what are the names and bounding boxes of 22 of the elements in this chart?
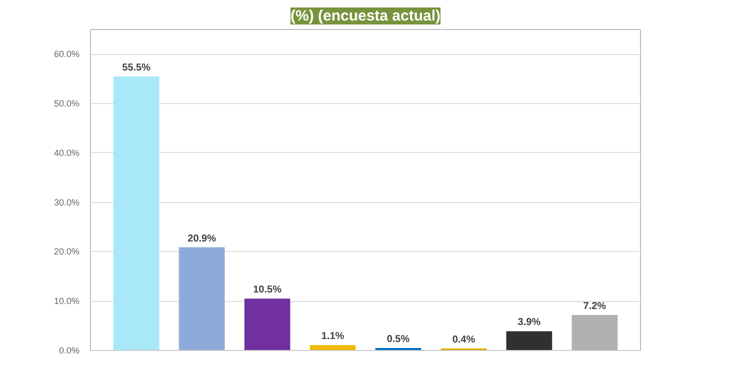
y-tick-label: 20.0% <box>54 246 80 257</box>
bar <box>572 314 618 350</box>
data-label: 7.2% <box>583 300 606 312</box>
chart-title: (%) (encuesta actual) <box>290 8 441 24</box>
bar <box>310 345 356 350</box>
y-tick-label: 40.0% <box>54 148 80 158</box>
data-label: 0.4% <box>452 334 476 346</box>
y-tick-label: 50.0% <box>54 98 80 109</box>
data-label: 0.5% <box>386 334 410 346</box>
y-tick-label: 60.0% <box>54 49 80 60</box>
bar <box>506 331 552 350</box>
data-label: 55.5% <box>122 62 151 74</box>
bar <box>113 76 160 350</box>
data-label: 20.9% <box>188 233 216 244</box>
data-label: 1.1% <box>321 331 344 342</box>
bar <box>178 247 225 350</box>
y-tick-label: 10.0% <box>54 296 80 306</box>
data-label: 10.5% <box>253 284 282 296</box>
data-label: 3.9% <box>518 317 541 328</box>
y-tick-label: 0.0% <box>58 346 80 356</box>
y-tick-label: 30.0% <box>54 197 80 208</box>
bar <box>244 298 290 350</box>
